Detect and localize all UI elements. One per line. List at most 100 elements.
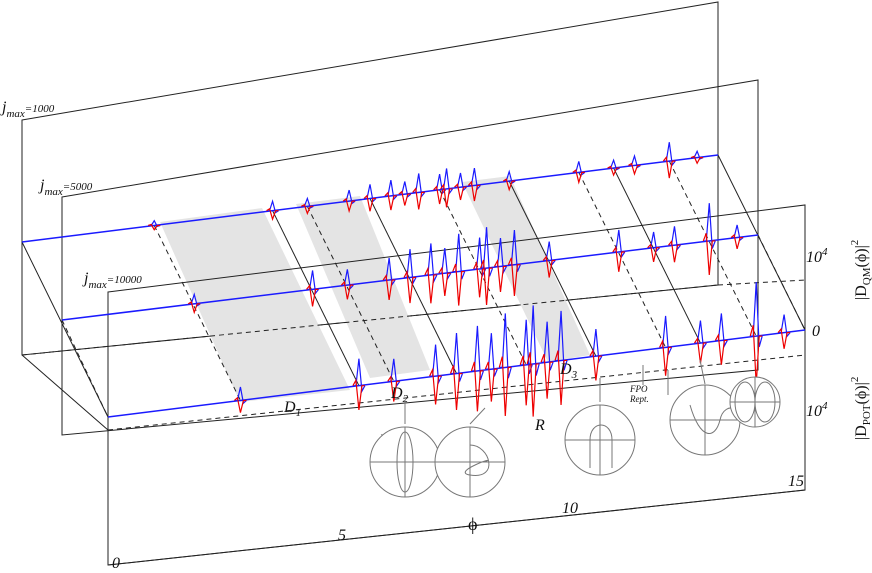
spike-down bbox=[266, 207, 279, 222]
spike-up bbox=[440, 168, 454, 195]
spike-down bbox=[777, 327, 791, 349]
spike-down bbox=[438, 266, 451, 297]
spike-down bbox=[384, 191, 397, 211]
spike-up bbox=[301, 196, 314, 209]
spike-up bbox=[387, 358, 401, 388]
spike-down bbox=[714, 333, 728, 365]
spike-down bbox=[647, 243, 660, 263]
spike-up bbox=[424, 243, 438, 284]
panel-label: jmax=1000 bbox=[0, 99, 55, 120]
connector bbox=[613, 167, 701, 344]
spike-down bbox=[498, 356, 512, 417]
spike-up bbox=[188, 292, 201, 307]
inset-plots bbox=[369, 359, 781, 498]
region-label: D1 bbox=[283, 399, 301, 419]
spike-down bbox=[412, 187, 425, 210]
spike-down bbox=[668, 239, 681, 263]
spike-down bbox=[306, 284, 319, 307]
spike-down bbox=[440, 183, 453, 208]
annotation: Rept. bbox=[629, 394, 649, 404]
spike-up bbox=[429, 344, 443, 385]
spike-up bbox=[473, 237, 487, 278]
spike-down bbox=[449, 365, 463, 410]
right-axis: 104 0 104 |DQM(ϕ)|2 |DPOT(ϕ)|2 bbox=[806, 240, 872, 440]
spike-down bbox=[493, 258, 507, 293]
spike-down bbox=[429, 367, 442, 405]
spike-down bbox=[454, 183, 467, 201]
region-label: R bbox=[534, 417, 545, 434]
spike-up bbox=[520, 319, 533, 374]
spike-up bbox=[778, 314, 791, 338]
spike-up bbox=[628, 153, 641, 169]
spike-up bbox=[343, 189, 356, 205]
spike-down bbox=[387, 375, 400, 402]
connector bbox=[508, 180, 597, 357]
y-axis-label: |DPOT(ϕ)|2 bbox=[849, 377, 872, 440]
spike-down bbox=[342, 197, 356, 214]
spike-up bbox=[508, 230, 521, 272]
panel-label: jmax=10000 bbox=[82, 270, 142, 291]
spike-up bbox=[452, 233, 466, 280]
spike-down bbox=[398, 190, 411, 206]
spike-up bbox=[607, 158, 620, 171]
spike-down bbox=[382, 273, 396, 300]
y-tick-label: 0 bbox=[812, 323, 820, 340]
region-label: D2 bbox=[390, 385, 409, 405]
spike-up bbox=[694, 320, 707, 350]
spike-up bbox=[731, 224, 744, 242]
spike-down bbox=[301, 203, 314, 216]
spike-down bbox=[749, 325, 763, 385]
spike-up bbox=[398, 181, 412, 198]
annotation: FPO bbox=[629, 384, 648, 394]
connector bbox=[153, 225, 241, 401]
planes bbox=[21, 1, 806, 566]
spike-up bbox=[703, 203, 716, 249]
y-tick-label: 104 bbox=[806, 246, 828, 266]
spike-down bbox=[484, 361, 498, 402]
spike-up bbox=[438, 247, 452, 281]
spike-down bbox=[662, 155, 676, 179]
spike-down bbox=[628, 162, 641, 176]
connectors bbox=[153, 160, 757, 401]
x-axis: 0 5 10 15 ϕ bbox=[107, 473, 806, 572]
spike-up bbox=[384, 180, 398, 201]
spike-up bbox=[364, 184, 377, 203]
spike-up bbox=[543, 241, 556, 266]
y-tick-label: 104 bbox=[806, 400, 828, 420]
spike-down bbox=[526, 352, 540, 417]
spike-up bbox=[468, 168, 481, 191]
spike-down bbox=[589, 348, 602, 381]
spike-up bbox=[612, 229, 626, 259]
spike-down bbox=[607, 165, 620, 177]
y-axis-label: |DQM(ϕ)|2 bbox=[849, 240, 872, 300]
baseline bbox=[61, 234, 759, 321]
spike-down bbox=[403, 269, 416, 304]
spike-down bbox=[470, 361, 484, 412]
x-axis-label: ϕ bbox=[468, 514, 477, 534]
x-tick-label: 5 bbox=[338, 527, 346, 544]
spike-up bbox=[450, 332, 464, 382]
spike-down bbox=[234, 396, 247, 413]
spike-down bbox=[572, 169, 585, 185]
spike-up bbox=[555, 310, 568, 371]
spike-down bbox=[659, 338, 672, 376]
spike-down bbox=[340, 280, 354, 300]
connector bbox=[369, 198, 457, 374]
spike-up bbox=[433, 173, 447, 195]
spike-up bbox=[663, 142, 676, 167]
spike-up bbox=[352, 358, 366, 394]
spike-up bbox=[503, 169, 516, 184]
spike-up bbox=[234, 386, 247, 405]
spike-up bbox=[715, 313, 728, 348]
connector bbox=[272, 210, 360, 386]
x-tick-label: 0 bbox=[112, 555, 120, 572]
spike-down bbox=[507, 257, 521, 296]
spike-up bbox=[454, 172, 467, 192]
spike-up bbox=[471, 325, 484, 381]
spike-down bbox=[702, 233, 716, 276]
spike-up bbox=[266, 199, 279, 214]
spike-down bbox=[540, 353, 554, 399]
spike-up bbox=[306, 270, 320, 295]
spike-up bbox=[383, 257, 396, 287]
